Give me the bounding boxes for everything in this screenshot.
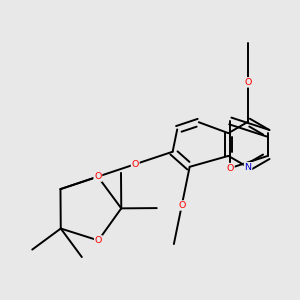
Text: O: O [95, 236, 102, 245]
Text: N: N [244, 163, 252, 172]
Text: O: O [94, 172, 101, 181]
Text: O: O [244, 78, 252, 87]
Text: O: O [178, 201, 185, 210]
Text: O: O [226, 164, 234, 172]
Text: O: O [132, 160, 139, 169]
